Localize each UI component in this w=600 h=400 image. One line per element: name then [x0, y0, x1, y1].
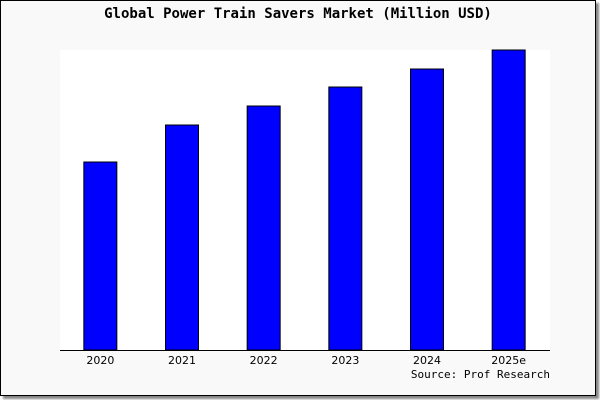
chart-title: Global Power Train Savers Market (Millio… — [104, 6, 492, 22]
x-tick-label: 2025e — [491, 354, 526, 367]
bar-2022 — [246, 105, 281, 351]
source-note: Source: Prof Research — [410, 368, 550, 381]
x-tick-label: 2024 — [413, 354, 441, 367]
bar-2021 — [165, 124, 199, 351]
bar-2020 — [83, 161, 118, 351]
x-tick-label: 2020 — [86, 354, 114, 367]
bar-2023 — [328, 86, 363, 351]
x-tick-label: 2023 — [331, 354, 359, 367]
bar-2024 — [410, 68, 444, 351]
bar-2025e — [491, 49, 526, 351]
x-tick-label: 2022 — [250, 354, 278, 367]
x-tick-label: 2021 — [168, 354, 196, 367]
plot-area — [60, 50, 550, 350]
